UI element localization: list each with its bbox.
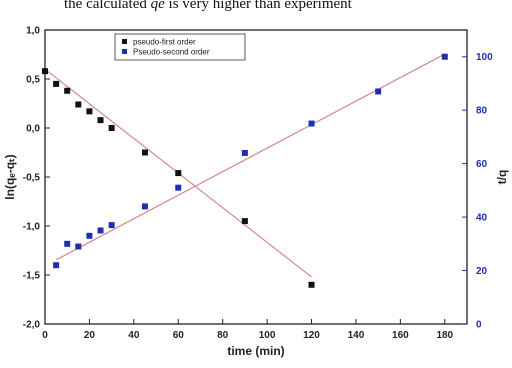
series-2-point <box>53 262 60 269</box>
series-2-point <box>75 243 82 250</box>
x-tick-label: 20 <box>84 330 96 341</box>
series-2-fit-line <box>55 53 446 261</box>
series-1-point <box>86 108 93 115</box>
x-tick-label: 180 <box>436 330 453 341</box>
series-2-point <box>441 53 448 60</box>
series-1-point <box>64 87 71 94</box>
y-right-tick-label: 0 <box>476 320 482 331</box>
series-1-point <box>141 149 148 156</box>
y-right-tick-label: 100 <box>476 52 493 63</box>
plot-frame <box>44 29 468 325</box>
caption-text: the calculated qe is very higher than ex… <box>64 0 352 13</box>
y-left-axis-label: ln(qₑ-qₜ) <box>3 154 17 199</box>
series-2-point <box>108 222 115 229</box>
series-2-point <box>86 232 93 239</box>
y-left-tick-label: 0,0 <box>26 124 40 135</box>
series-1-point <box>308 281 315 288</box>
x-axis-label: time (min) <box>227 344 284 358</box>
x-tick-label: 60 <box>173 330 185 341</box>
legend-marker <box>122 39 127 44</box>
x-tick-label: 40 <box>128 330 140 341</box>
y-right-axis-label: t/q <box>495 170 509 185</box>
series-1-point <box>97 117 104 124</box>
series-1-point <box>53 80 60 87</box>
series-2-point <box>241 149 248 156</box>
x-tick-label: 100 <box>259 330 276 341</box>
x-tick-label: 0 <box>42 330 48 341</box>
series-2-point <box>97 227 104 234</box>
y-right-tick-label: 40 <box>476 213 488 224</box>
x-tick-label: 120 <box>303 330 320 341</box>
caption-prefix: the calculated <box>64 0 147 12</box>
series-1-point <box>175 170 182 177</box>
caption-suffix: is very higher than experiment <box>168 0 352 12</box>
y-left-tick-label: -2,0 <box>23 320 41 331</box>
series-1-point <box>241 218 248 225</box>
series-1-point <box>42 68 48 75</box>
series-2-point <box>308 120 315 127</box>
series-1-point <box>108 125 115 131</box>
x-tick-label: 160 <box>392 330 409 341</box>
legend-box <box>114 33 246 61</box>
x-tick-label: 140 <box>348 330 365 341</box>
y-right-tick-label: 20 <box>476 266 488 277</box>
y-right-tick-label: 80 <box>476 106 488 117</box>
y-left-tick-label: -0,5 <box>23 173 41 184</box>
series-2-point <box>175 184 182 191</box>
series-2-point <box>141 203 148 210</box>
y-left-tick-label: -1,5 <box>23 271 41 282</box>
series-2-point <box>375 88 382 95</box>
y-left-tick-label: -1,0 <box>23 222 41 233</box>
series-1-point <box>75 101 82 108</box>
caption-variable: qe <box>150 0 165 12</box>
legend-label: Pseudo-second order <box>133 48 210 57</box>
series-2-point <box>64 240 71 247</box>
x-tick-label: 80 <box>217 330 229 341</box>
y-left-tick-label: 1,0 <box>26 26 40 37</box>
legend-label: pseudo-first order <box>133 38 196 47</box>
y-right-tick-label: 60 <box>476 159 488 170</box>
y-left-tick-label: 0,5 <box>26 75 40 86</box>
legend-marker <box>122 49 127 54</box>
